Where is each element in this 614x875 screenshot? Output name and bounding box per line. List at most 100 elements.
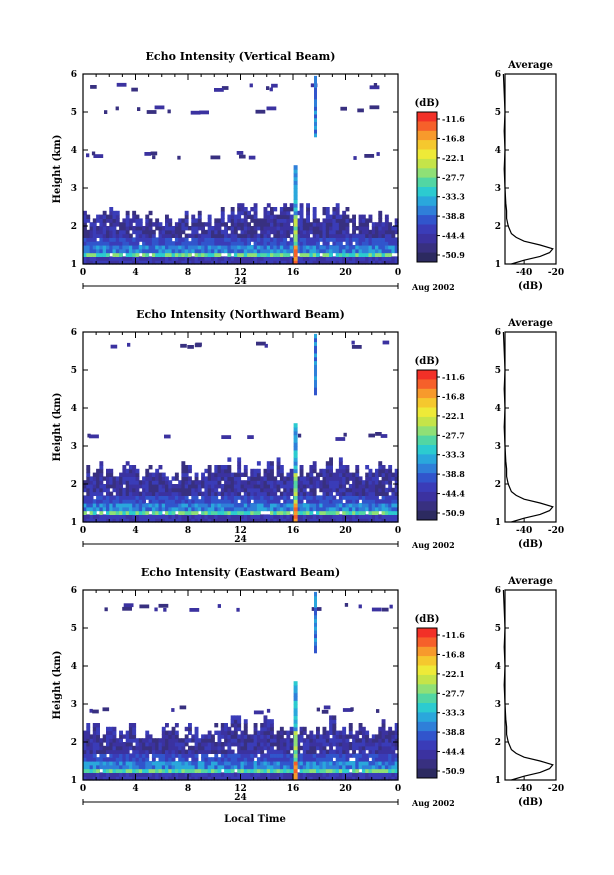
heatmap-cell	[220, 491, 225, 496]
heatmap-cell	[388, 514, 393, 519]
heatmap-cell	[329, 506, 333, 512]
heatmap-cell	[168, 241, 173, 246]
heatmap-cell	[309, 260, 314, 265]
heatmap-cell	[207, 503, 212, 508]
heatmap-cell	[171, 726, 176, 732]
heatmap-cell	[279, 207, 284, 212]
heatmap-cell	[151, 472, 156, 477]
heatmap-cell	[325, 233, 330, 238]
heatmap-cell	[168, 495, 173, 500]
heatmap-cell	[345, 514, 350, 519]
heatmap-cell	[161, 776, 166, 781]
colorbar-unit: (dB)	[415, 356, 440, 367]
heatmap-cell	[293, 214, 298, 219]
heatmap-cell	[138, 256, 143, 261]
heatmap-cell	[96, 726, 100, 732]
heatmap-cell	[296, 510, 301, 515]
heatmap-cell	[302, 252, 307, 257]
heatmap-cell	[263, 730, 268, 735]
heatmap-cell	[316, 776, 320, 781]
heatmap-cell	[145, 757, 150, 762]
heatmap-cell	[344, 603, 349, 607]
heatmap-cell	[207, 241, 212, 246]
heatmap-cell	[132, 495, 137, 500]
heatmap-cell	[132, 480, 137, 485]
heatmap-cell	[201, 245, 205, 250]
heatmap-cell	[227, 495, 232, 500]
heatmap-cell	[322, 753, 327, 758]
heatmap-cell	[394, 510, 399, 515]
average-y-label: 6	[495, 328, 501, 338]
heatmap-cell	[270, 465, 274, 470]
heatmap-cell	[299, 207, 304, 212]
heatmap-cell	[178, 749, 183, 754]
heatmap-cell	[279, 233, 284, 238]
heatmap-cell	[224, 510, 228, 515]
heatmap-cell	[358, 476, 363, 481]
heatmap-cell	[152, 155, 156, 160]
heatmap-cell	[131, 87, 138, 92]
heatmap-cell	[227, 753, 232, 758]
heatmap-cell	[293, 472, 298, 477]
heatmap-cell	[325, 734, 330, 739]
heatmap-cell	[224, 468, 228, 474]
heatmap-cell	[338, 245, 343, 250]
heatmap-cell	[299, 218, 304, 223]
heatmap-cell	[86, 248, 91, 254]
heatmap-cell	[309, 738, 314, 743]
heatmap-cell	[171, 506, 176, 512]
heatmap-cell	[168, 506, 173, 512]
heatmap-cell	[375, 487, 379, 493]
heatmap-cell	[378, 734, 383, 739]
heatmap-cell	[237, 252, 242, 257]
heatmap-cell	[188, 468, 192, 474]
heatmap-cell	[325, 772, 330, 777]
heatmap-cell	[253, 776, 258, 781]
heatmap-cell	[256, 734, 261, 739]
heatmap-cell	[316, 260, 320, 265]
heatmap-cell	[384, 745, 389, 751]
heatmap-cell	[260, 745, 265, 751]
heatmap-cell	[293, 704, 298, 709]
heatmap-cell	[194, 768, 199, 773]
heatmap-cell	[128, 742, 133, 747]
heatmap-cell	[145, 749, 150, 754]
heatmap-cell	[112, 514, 117, 519]
heatmap-cell	[322, 229, 327, 235]
colorbar-segment	[417, 205, 437, 216]
heatmap-cell	[220, 495, 225, 500]
heatmap-cell	[289, 472, 294, 477]
heatmap-cell	[86, 252, 91, 257]
heatmap-cell	[243, 730, 248, 735]
colorbar-segment	[417, 233, 437, 244]
heatmap-cell	[342, 745, 347, 751]
heatmap-cell	[253, 476, 258, 481]
heatmap-cell	[220, 518, 225, 523]
heatmap-cell	[384, 518, 389, 523]
heatmap-cell	[314, 622, 317, 627]
heatmap-cell	[384, 252, 389, 257]
heatmap-cell	[240, 248, 245, 254]
heatmap-cell	[122, 260, 127, 265]
heatmap-cell	[394, 245, 399, 250]
heatmap-cell	[99, 214, 104, 219]
heatmap-cell	[314, 626, 317, 631]
heatmap-cell	[293, 518, 298, 523]
heatmap-cell	[319, 518, 324, 523]
heatmap-cell	[394, 476, 399, 481]
heatmap-cell	[137, 107, 141, 111]
heatmap-cell	[243, 723, 248, 728]
heatmap-cell	[201, 480, 205, 485]
heatmap-cell	[296, 222, 301, 227]
heatmap-cell	[388, 506, 393, 512]
heatmap-cell	[375, 506, 379, 512]
heatmap-cell	[217, 776, 222, 781]
heatmap-cell	[283, 764, 288, 770]
heatmap-cell	[158, 768, 163, 773]
heatmap-cell	[99, 226, 104, 231]
heatmap-cell	[96, 745, 100, 751]
heatmap-cell	[220, 734, 225, 739]
heatmap-cell	[296, 776, 301, 781]
heatmap-cell	[332, 518, 337, 523]
heatmap-cell	[325, 495, 330, 500]
